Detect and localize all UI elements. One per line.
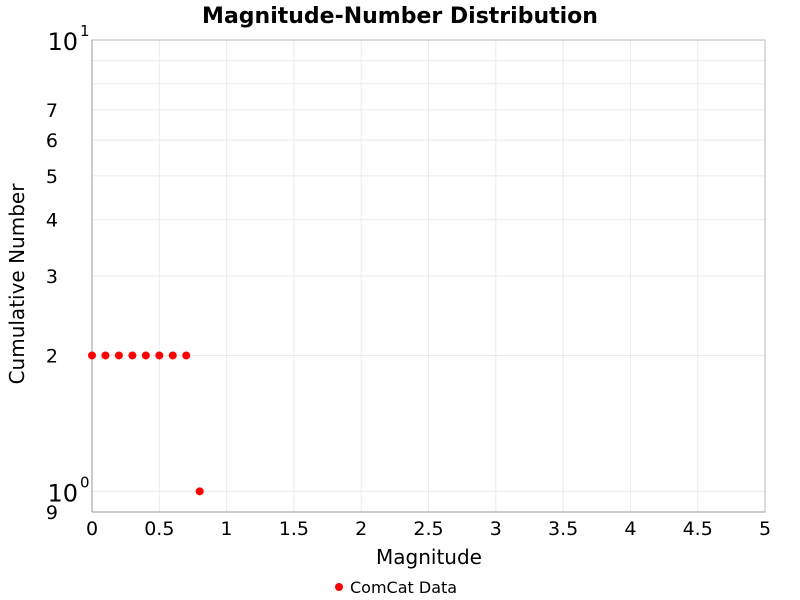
x-tick-label: 4.5: [683, 518, 713, 540]
x-tick-label: 5: [759, 518, 771, 540]
y-tick-label: 2: [46, 345, 58, 367]
y-tick-exponent: 1: [80, 22, 90, 40]
data-point: [101, 351, 110, 360]
y-tick-label: 4: [46, 210, 58, 232]
legend-marker: [335, 583, 343, 591]
x-tick-label: 2: [355, 518, 367, 540]
data-point: [88, 351, 96, 360]
y-tick-label: 5: [46, 166, 58, 188]
y-tick-label: 3: [46, 266, 58, 288]
y-tick-label: 9: [46, 502, 58, 524]
x-tick-label: 0.5: [144, 518, 174, 540]
x-tick-label: 4: [624, 518, 636, 540]
data-point: [182, 351, 191, 360]
legend-label: ComCat Data: [350, 578, 457, 597]
data-point: [114, 351, 123, 360]
data-point: [155, 351, 164, 360]
legend: ComCat Data: [335, 578, 457, 597]
y-tick-label: 10: [47, 479, 78, 507]
y-axis-label: Cumulative Number: [5, 183, 29, 385]
x-tick-label: 0: [86, 518, 98, 540]
x-tick-label: 2.5: [413, 518, 443, 540]
x-tick-label: 3: [490, 518, 502, 540]
y-tick-label: 6: [46, 130, 58, 152]
x-tick-label: 3.5: [548, 518, 578, 540]
x-tick-label: 1: [221, 518, 233, 540]
x-axis-label: Magnitude: [376, 545, 482, 569]
data-point: [141, 351, 150, 360]
x-tick-label: 1.5: [279, 518, 309, 540]
chart-title: Magnitude-Number Distribution: [202, 4, 598, 29]
y-tick-label: 10: [47, 28, 78, 56]
y-tick-exponent: 0: [80, 473, 90, 491]
data-point: [168, 351, 177, 360]
y-tick-label: 7: [46, 100, 58, 122]
data-point: [128, 351, 137, 360]
data-point: [195, 487, 204, 496]
